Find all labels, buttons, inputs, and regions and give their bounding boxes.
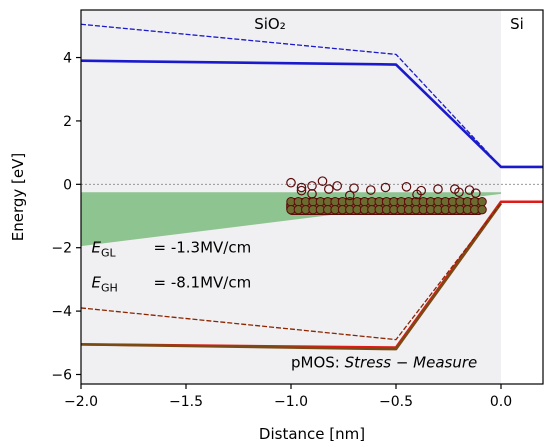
field-annotation-gl: EGL xyxy=(92,238,117,259)
x-tick-label: 0.0 xyxy=(490,394,512,410)
y-tick-label: 4 xyxy=(63,51,72,67)
x-tick-label: −0.5 xyxy=(379,394,413,410)
defect-marker xyxy=(332,181,342,191)
x-axis-label: Distance [nm] xyxy=(259,425,365,443)
region-substrate xyxy=(501,10,543,384)
y-tick-label: −4 xyxy=(51,304,72,320)
field-annotation-gh: EGH xyxy=(92,273,118,294)
region-label-si: Si xyxy=(510,15,524,33)
series-line-0 xyxy=(80,59,543,169)
series-line-3 xyxy=(80,202,503,351)
x-tick-label: −2.0 xyxy=(64,394,98,410)
defect-marker xyxy=(323,184,334,194)
defects-layer xyxy=(286,176,487,216)
measurement-caption: pMOS: Stress − Measure xyxy=(291,354,477,372)
x-tick-label: −1.5 xyxy=(169,394,203,410)
text-layer: Distance [nm] Energy [eV] SiO₂ Si EGL = -… xyxy=(9,15,524,443)
defect-marker xyxy=(344,190,355,201)
y-tick-label: 0 xyxy=(63,177,72,193)
defect-marker xyxy=(477,204,487,215)
defect-marker xyxy=(380,182,391,193)
y-tick-label: −6 xyxy=(51,367,72,383)
plot-frame xyxy=(80,9,544,385)
y-axis-label: Energy [eV] xyxy=(9,153,27,241)
field-value-gh: = -8.1MV/cm xyxy=(154,273,252,291)
y-tick-label: 2 xyxy=(63,114,72,130)
defect-marker xyxy=(286,177,296,188)
lines-layer xyxy=(80,23,543,351)
axes-layer: −2.0 −1.5 −1.0 −0.5 0.0 4 2 0 −2 −4 −6 xyxy=(51,51,512,410)
defect-marker xyxy=(296,182,307,193)
defect-marker xyxy=(349,183,359,193)
defect-marker xyxy=(296,185,307,196)
defect-marker xyxy=(401,182,412,192)
field-value-gl: = -1.3MV/cm xyxy=(154,238,252,256)
series-line-4 xyxy=(80,202,502,341)
defect-marker xyxy=(365,185,376,195)
x-tick-label: −1.0 xyxy=(274,394,308,410)
defect-marker xyxy=(317,176,328,186)
defect-marker xyxy=(412,189,422,200)
defect-marker xyxy=(470,188,481,198)
defect-marker xyxy=(433,184,443,194)
defect-marker xyxy=(477,197,487,207)
region-label-sio2: SiO₂ xyxy=(254,15,286,33)
y-tick-label: −2 xyxy=(51,241,72,257)
defect-marker xyxy=(454,187,464,198)
series-line-1 xyxy=(80,23,502,168)
defect-marker xyxy=(307,189,317,199)
